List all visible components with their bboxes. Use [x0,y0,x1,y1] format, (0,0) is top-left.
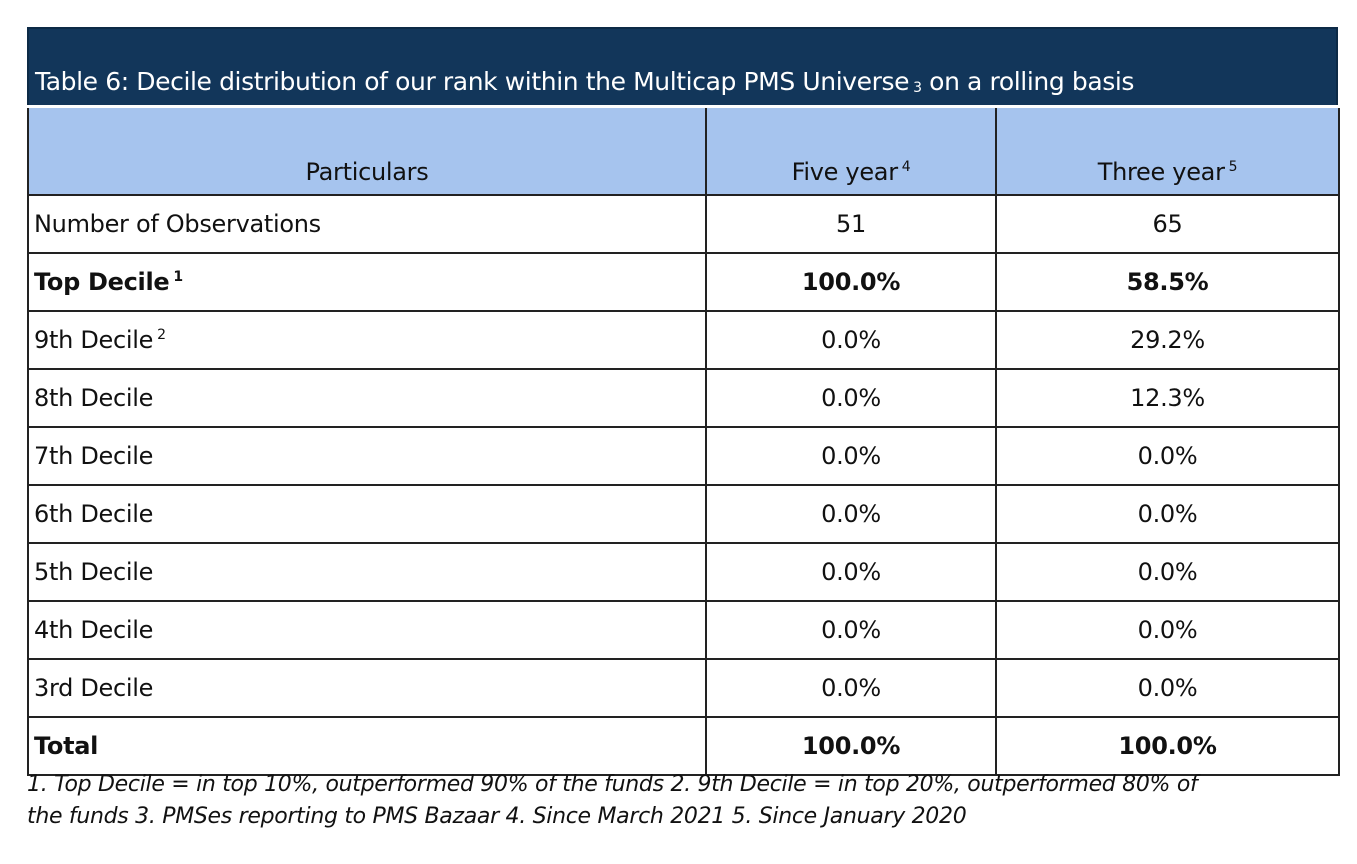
row-label: 4th Decile [34,616,154,644]
five-year-value: 100.0% [705,716,997,776]
decile-table: Table 6: Decile distribution of our rank… [27,27,1340,776]
three-year-value: 0.0% [995,542,1340,602]
three-year-value: 29.2% [995,310,1340,370]
five-year-value: 0.0% [705,310,997,370]
row-label: 5th Decile [34,558,154,586]
three-year-value: 65 [995,194,1340,254]
row-label-cell: 3rd Decile [27,658,707,718]
row-label-superscript: 1 [173,269,183,285]
table-title-superscript: 3 [913,80,922,96]
row-label-cell: 7th Decile [27,426,707,486]
row-label-superscript: 2 [157,327,166,343]
five-year-value: 100.0% [705,252,997,312]
column-header-label: Five year [791,158,898,186]
three-year-value: 100.0% [995,716,1340,776]
five-year-value: 0.0% [705,542,997,602]
table-title: Table 6: Decile distribution of our rank… [27,27,1338,105]
column-header-five-year: Five year 4 [705,105,997,196]
row-label-cell: Top Decile 1 [27,252,707,312]
row-label-cell: Number of Observations [27,194,707,254]
row-label: 6th Decile [34,500,154,528]
table-title-text: Table 6: Decile distribution of our rank… [35,67,910,96]
row-label-cell: 5th Decile [27,542,707,602]
table-row: 9th Decile 2 0.0% 29.2% [27,310,1340,370]
five-year-value: 0.0% [705,658,997,718]
three-year-value: 58.5% [995,252,1340,312]
three-year-value: 0.0% [995,426,1340,486]
table-row: 3rd Decile 0.0% 0.0% [27,658,1340,718]
row-label-cell: 6th Decile [27,484,707,544]
data-table: Particulars Five year 4 Three year 5 Numbe… [27,105,1340,776]
row-label: Top Decile [34,268,170,296]
table-row: Number of Observations 51 65 [27,194,1340,254]
row-label: 3rd Decile [34,674,154,702]
footnote-line-2: the funds 3. PMSes reporting to PMS Baza… [27,804,967,829]
column-header-label: Particulars [305,158,429,186]
column-header-superscript: 5 [1228,159,1238,175]
row-label: 7th Decile [34,442,154,470]
column-header-label: Three year [1097,158,1225,186]
table-row: 5th Decile 0.0% 0.0% [27,542,1340,602]
column-header-superscript: 4 [901,159,911,175]
three-year-value: 0.0% [995,658,1340,718]
row-label: Total [34,732,99,760]
table-row: 4th Decile 0.0% 0.0% [27,600,1340,660]
row-label: 8th Decile [34,384,154,412]
table-title-suffix: on a rolling basis [929,67,1135,96]
table-row: 6th Decile 0.0% 0.0% [27,484,1340,544]
header-row: Particulars Five year 4 Three year 5 [27,105,1340,196]
three-year-value: 0.0% [995,484,1340,544]
five-year-value: 0.0% [705,368,997,428]
three-year-value: 12.3% [995,368,1340,428]
column-header-particulars: Particulars [27,105,707,196]
table-row: 8th Decile 0.0% 12.3% [27,368,1340,428]
row-label-cell: Total [27,716,707,776]
row-label-cell: 8th Decile [27,368,707,428]
three-year-value: 0.0% [995,600,1340,660]
five-year-value: 51 [705,194,997,254]
table-row: Top Decile 1 100.0% 58.5% [27,252,1340,312]
table-row: Total 100.0% 100.0% [27,716,1340,776]
five-year-value: 0.0% [705,484,997,544]
row-label: 9th Decile [34,326,154,354]
table-row: 7th Decile 0.0% 0.0% [27,426,1340,486]
five-year-value: 0.0% [705,426,997,486]
row-label-cell: 4th Decile [27,600,707,660]
footnote: 1. Top Decile = in top 10%, outperformed… [27,769,1327,833]
row-label: Number of Observations [34,210,321,238]
footnote-line-1: 1. Top Decile = in top 10%, outperformed… [27,772,1198,797]
five-year-value: 0.0% [705,600,997,660]
column-header-three-year: Three year 5 [995,105,1340,196]
row-label-cell: 9th Decile 2 [27,310,707,370]
